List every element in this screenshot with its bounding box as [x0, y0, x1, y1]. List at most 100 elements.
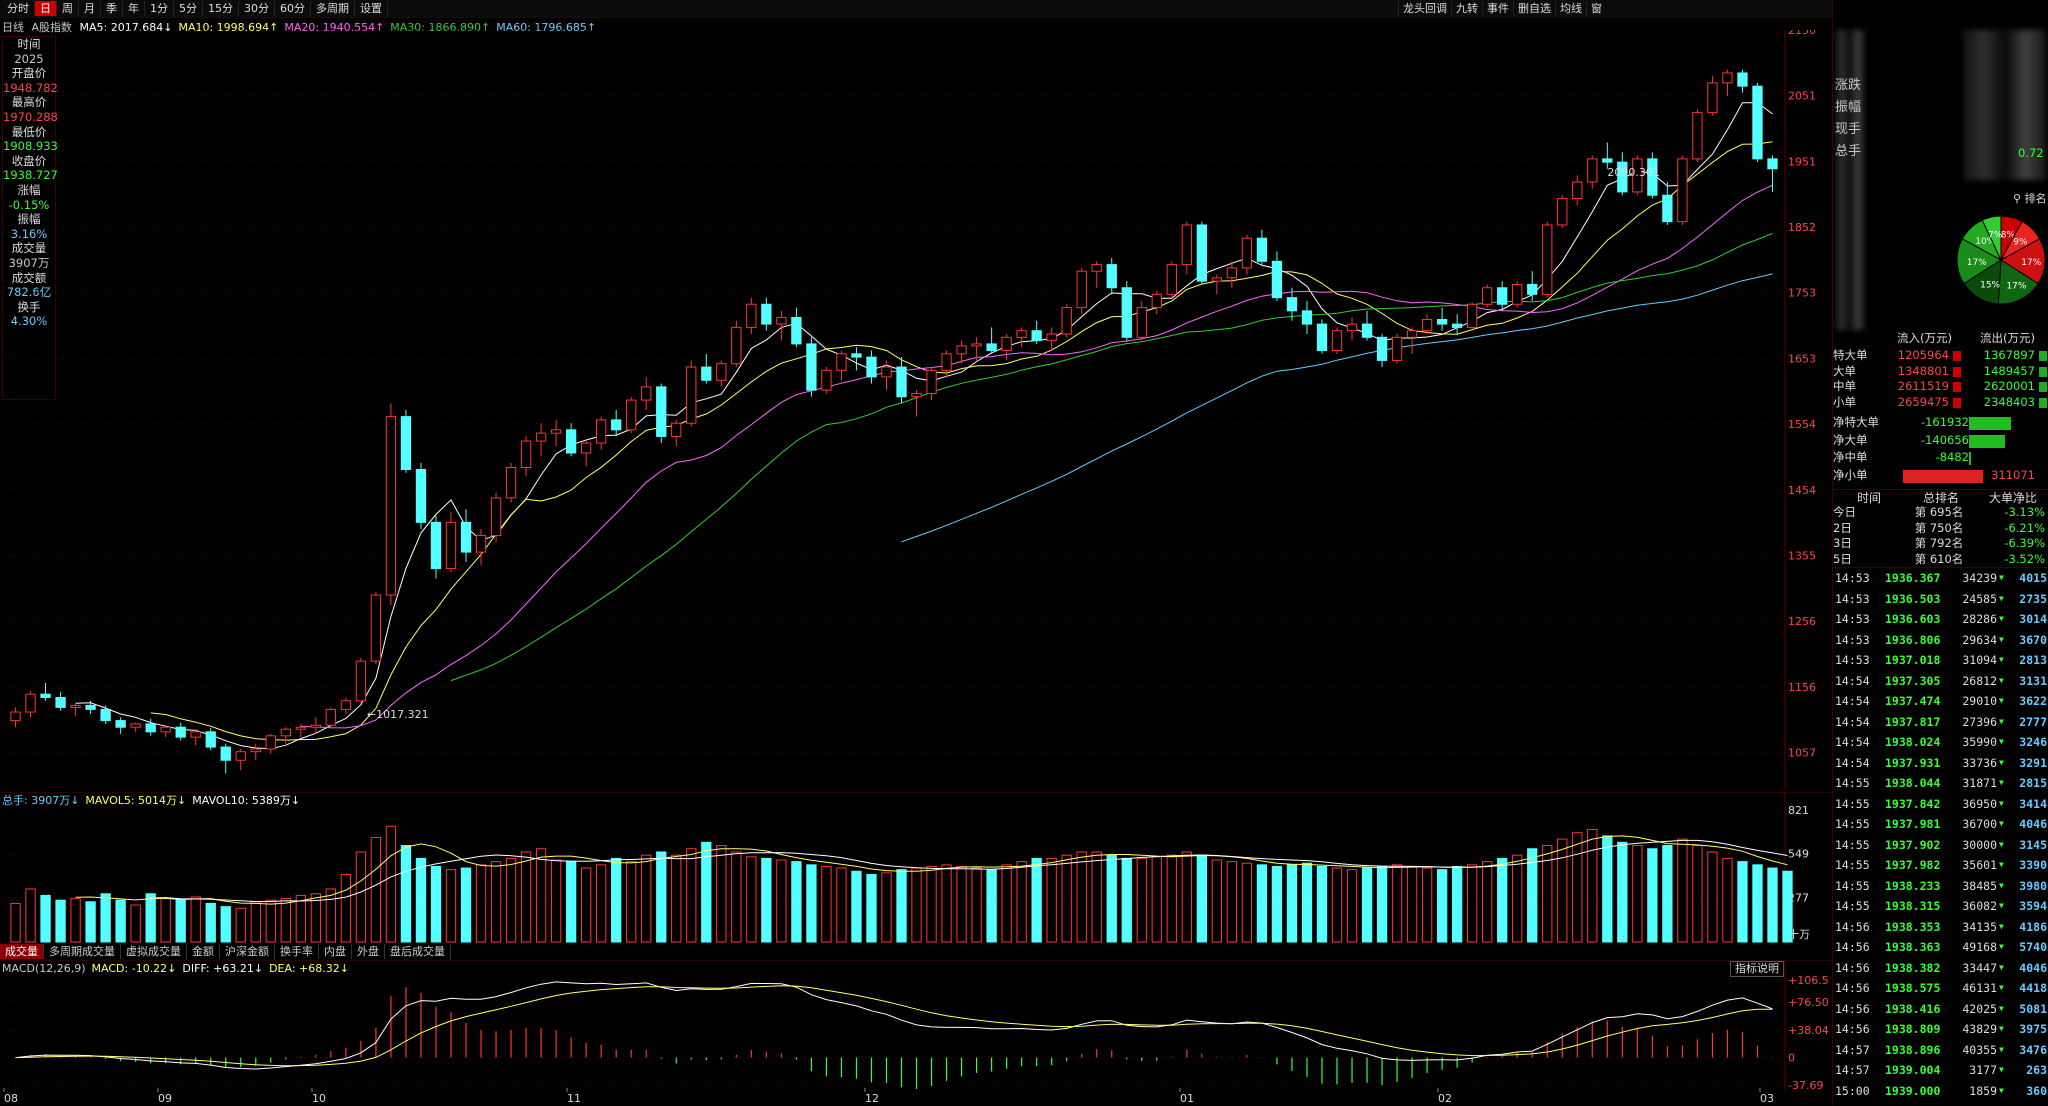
trade-volume: 43829	[1962, 1022, 1997, 1036]
volume-tab[interactable]: 内盘	[319, 944, 352, 959]
info-value: 3907万	[8, 255, 50, 270]
candle	[1316, 319, 1328, 354]
pie-label: 8%	[2001, 231, 2016, 241]
toolbar-tool-button[interactable]: 龙头回调	[1398, 1, 1451, 16]
trade-volume: 29010	[1962, 694, 1997, 708]
net-label: 净中单	[1833, 450, 1868, 464]
trade-row: 14:55 1937.981 36700 ▼ 4046	[1833, 814, 2048, 835]
candlestick-chart[interactable]: 2150 2051 1951 1852 1753 1653 1554 1454 1355 1256…	[0, 30, 1832, 790]
net-value: 311071	[1991, 467, 2035, 482]
period-tab[interactable]: 5分	[174, 1, 203, 16]
volume-bar	[896, 869, 907, 943]
flow-row: 大单 1348801 1489457	[1833, 364, 2048, 380]
net-flow-row: 净小单 311071	[1833, 468, 2048, 486]
period-tab[interactable]: 年	[123, 1, 145, 16]
side-panel: 涨跌 振幅 现手 总手 0.72 ⚲ 排名 8% 9% 17% 17% 15% 17% 10% 7%…	[1832, 0, 2048, 1105]
trade-volume: 36950	[1962, 796, 1997, 811]
trade-volume: 33447	[1962, 960, 1997, 975]
info-label: 开盘价	[11, 66, 47, 81]
trade-volume: 46131	[1962, 981, 1997, 995]
volume-tab[interactable]: 换手率	[275, 944, 319, 959]
volume-bar	[1001, 864, 1012, 943]
candle	[1166, 261, 1177, 298]
period-tab[interactable]: 1分	[145, 1, 174, 16]
candle	[956, 340, 967, 364]
period-tab[interactable]: 季	[101, 1, 123, 16]
volume-tab[interactable]: 盘后成交量	[385, 944, 451, 959]
candle	[70, 702, 81, 716]
trade-row: 14:56 1938.809 43829 ▼ 3975	[1833, 1019, 2048, 1040]
candle	[641, 376, 652, 410]
candle	[40, 682, 51, 701]
trade-time: 14:54	[1835, 755, 1870, 770]
volume-tab[interactable]: 沪深金额	[220, 944, 275, 959]
period-tab[interactable]: 周	[57, 1, 79, 16]
trade-count: 5740	[2019, 940, 2047, 954]
period-tab[interactable]: 设置	[355, 1, 388, 16]
y-tick-label: 2051	[1788, 89, 1816, 102]
candle	[1572, 175, 1583, 206]
right-tools: 龙头回调 九转 事件 删自选 均线窗	[1398, 1, 1606, 16]
trade-direction-icon: ▼	[1999, 593, 2004, 603]
rank-link[interactable]: ⚲ 排名	[2013, 190, 2047, 206]
volume-bar	[641, 854, 652, 943]
pie-slice	[1981, 215, 2002, 261]
toolbar-tool-button[interactable]: 删自选	[1513, 1, 1555, 16]
volume-chart[interactable]: 821 549 277 十万	[0, 792, 1832, 944]
period-tabs: 分时日周月季年 1分 5分 15分 30分 60分 多周期 设置	[2, 1, 388, 16]
volume-tab[interactable]: 成交量	[0, 944, 44, 959]
net-flow-bar	[1969, 434, 2006, 448]
candle	[115, 717, 126, 734]
volume-bar	[1542, 845, 1553, 943]
candle	[1542, 221, 1553, 298]
y-tick-label: +38.04	[1788, 1024, 1829, 1037]
period-tab[interactable]: 分时	[2, 1, 35, 16]
volume-bar	[821, 865, 832, 943]
volume-bar	[190, 896, 201, 943]
toolbar-tool-button[interactable]: 均线	[1555, 1, 1586, 16]
candle	[731, 320, 742, 368]
candle	[1211, 274, 1223, 295]
toolbar-tool-button[interactable]: 窗	[1586, 1, 1606, 16]
trade-row: 14:57 1938.896 40355 ▼ 3476	[1833, 1040, 2048, 1061]
toolbar-tool-button[interactable]: 九转	[1451, 1, 1482, 16]
period-tab[interactable]: 60分	[275, 1, 311, 16]
period-tab[interactable]: 月	[79, 1, 101, 16]
macd-chart[interactable]: +106.5 +76.50 +38.04 0 -37.69 08 09 10 11 12 01 02 0…	[0, 960, 1832, 1105]
money-flow-pie: 8%9% 17% 17% 15% 17% 10%7%	[1956, 215, 2046, 305]
net-value: -140656	[1920, 432, 1969, 447]
volume-bar	[1602, 835, 1613, 943]
trade-time: 14:55	[1835, 858, 1870, 872]
trade-count: 3476	[2019, 1042, 2047, 1057]
candle	[866, 350, 877, 384]
volume-bar	[565, 861, 577, 943]
trade-price: 1937.931	[1885, 755, 1941, 770]
candle	[175, 722, 186, 741]
indicator-help-button[interactable]: 指标说明	[1730, 961, 1784, 977]
dea-line	[15, 985, 1773, 1067]
legend-item: MA5: 2017.684↓	[79, 21, 173, 34]
volume-tab[interactable]: 金额	[187, 944, 220, 959]
candle	[1617, 152, 1628, 196]
period-tab[interactable]: 多周期	[311, 1, 355, 16]
y-tick-label: 2150	[1788, 30, 1816, 37]
tick-trade-list[interactable]: 14:53 1936.367 34239 ▼ 4015 14:53 1936.503 2458…	[1833, 567, 2048, 1106]
pie-label: 17%	[1967, 258, 1987, 268]
period-tab[interactable]: 30分	[239, 1, 275, 16]
volume-tab[interactable]: 虚拟成交量	[121, 944, 187, 959]
y-tick-label: 1852	[1788, 221, 1816, 234]
trade-price: 1937.982	[1885, 858, 1941, 872]
flow-in: 1205964	[1897, 348, 1949, 362]
volume-bar	[1451, 865, 1463, 943]
trade-row: 14:57 1939.004 3177 ▼ 263	[1833, 1060, 2048, 1081]
rank-header: 时间 总排名 大单净比	[1833, 489, 2048, 506]
volume-tab[interactable]: 外盘	[352, 944, 385, 959]
info-value: 1938.727	[3, 168, 58, 183]
volume-tab[interactable]: 多周期成交量	[44, 944, 121, 959]
period-tab[interactable]: 15分	[203, 1, 239, 16]
y-tick-label: -37.69	[1788, 1079, 1823, 1092]
toolbar-tool-button[interactable]: 事件	[1482, 1, 1513, 16]
volume-bar	[866, 873, 877, 943]
trade-volume: 38485	[1962, 878, 1997, 893]
period-tab[interactable]: 日	[35, 1, 57, 16]
